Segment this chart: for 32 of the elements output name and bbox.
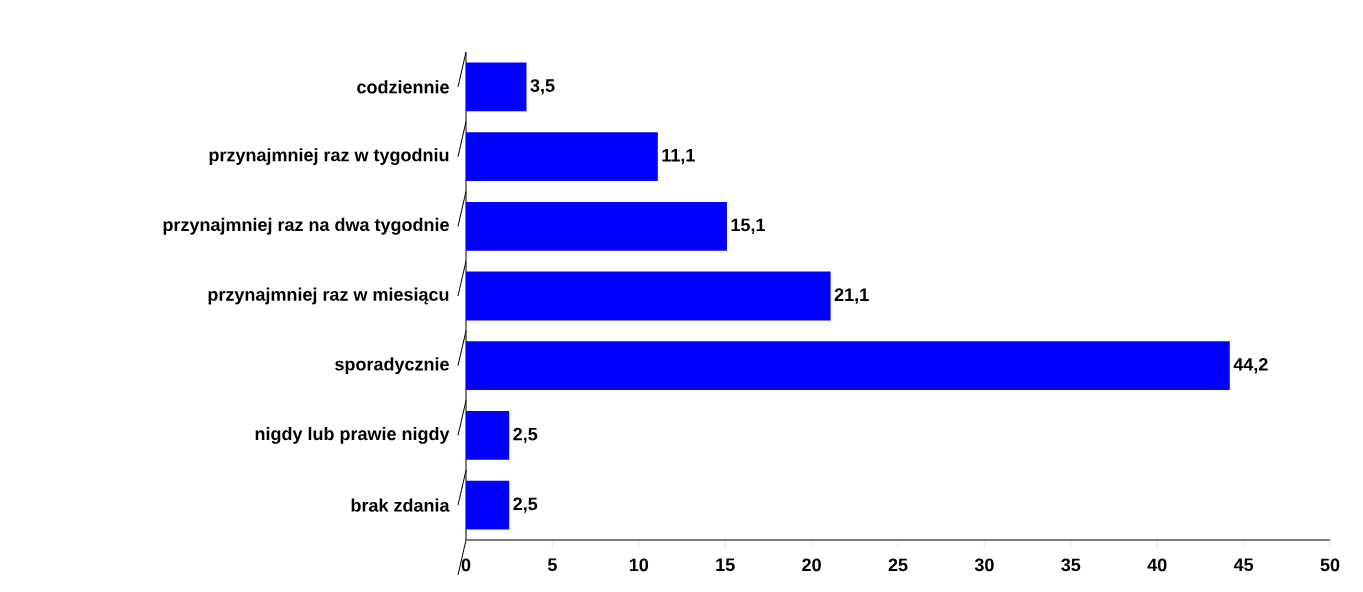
y-tick-label: przynajmniej raz na dwa tygodnie [163,217,449,235]
bar [466,480,510,530]
x-tick-label: 35 [1061,558,1081,572]
x-tick-label: 50 [1320,558,1340,572]
bar [466,411,510,460]
x-tick-label: 0 [461,558,471,572]
data-label: 15,1 [731,218,765,234]
y-tick-label: przynajmniej raz w tygodniu [209,148,449,166]
data-label: 44,2 [1233,358,1268,374]
data-label: 2,5 [513,427,538,444]
x-tick-label: 30 [974,558,994,572]
x-tick-label: 10 [629,558,649,572]
y-tick-label: codziennie [357,80,449,94]
y-tick-label: przynajmniej raz w miesiącu [208,287,449,305]
bar [466,341,1230,391]
bar [466,132,658,181]
bar [466,271,831,321]
data-label: 11,1 [662,148,695,165]
data-label: 2,5 [513,497,538,513]
data-label: 21,1 [834,288,869,304]
x-tick-label: 5 [547,558,557,572]
x-tick-label: 20 [802,558,821,572]
x-tick-label: 45 [1233,558,1254,572]
data-label: 3,5 [530,79,555,95]
x-tick-label: 15 [716,558,735,572]
x-tick-label: 25 [888,558,908,572]
y-tick-label: nigdy lub prawie nigdy [255,427,450,444]
bar [466,62,527,112]
bar [466,201,727,251]
y-tick-label: sporadycznie [335,357,449,375]
x-tick-label: 40 [1147,558,1167,572]
y-tick-label: brak zdania [351,498,450,512]
